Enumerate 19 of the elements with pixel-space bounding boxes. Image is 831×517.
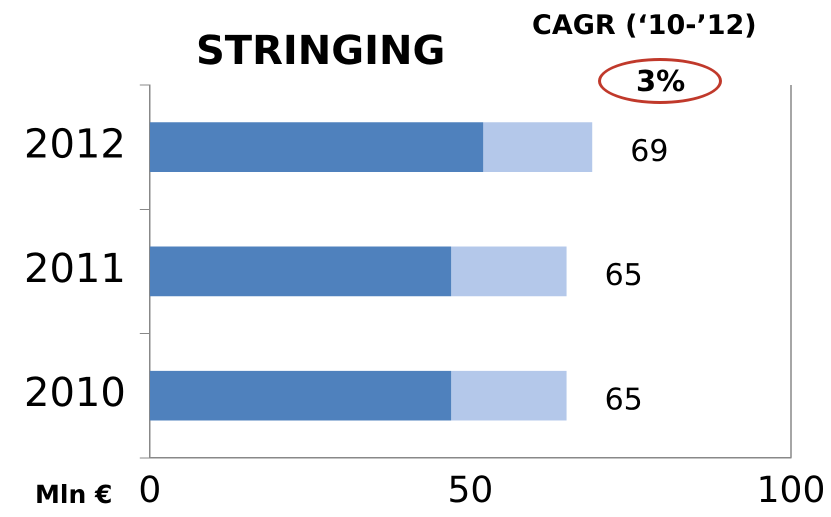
x-tick-label: 100 [756, 470, 826, 511]
bar [150, 246, 452, 296]
bar [150, 370, 452, 421]
total-label: 65 [604, 382, 643, 418]
chart-title: STRINGING [196, 28, 446, 74]
bar [451, 370, 567, 421]
text: CAGR (‘10-’12) [532, 10, 757, 41]
bar [451, 246, 567, 296]
total-label: 69 [630, 134, 668, 169]
x-tick-label: 50 [447, 470, 494, 511]
y-tick-label: 2010 [24, 370, 126, 416]
total-label: 65 [604, 258, 643, 294]
bar [150, 122, 484, 172]
y-tick-label: 2012 [24, 122, 126, 168]
annotation: 3% [636, 64, 686, 98]
y-tick-label: 2011 [24, 246, 126, 292]
text: Mln € [35, 480, 112, 509]
bar [483, 122, 592, 172]
x-tick-label: 0 [138, 470, 162, 511]
